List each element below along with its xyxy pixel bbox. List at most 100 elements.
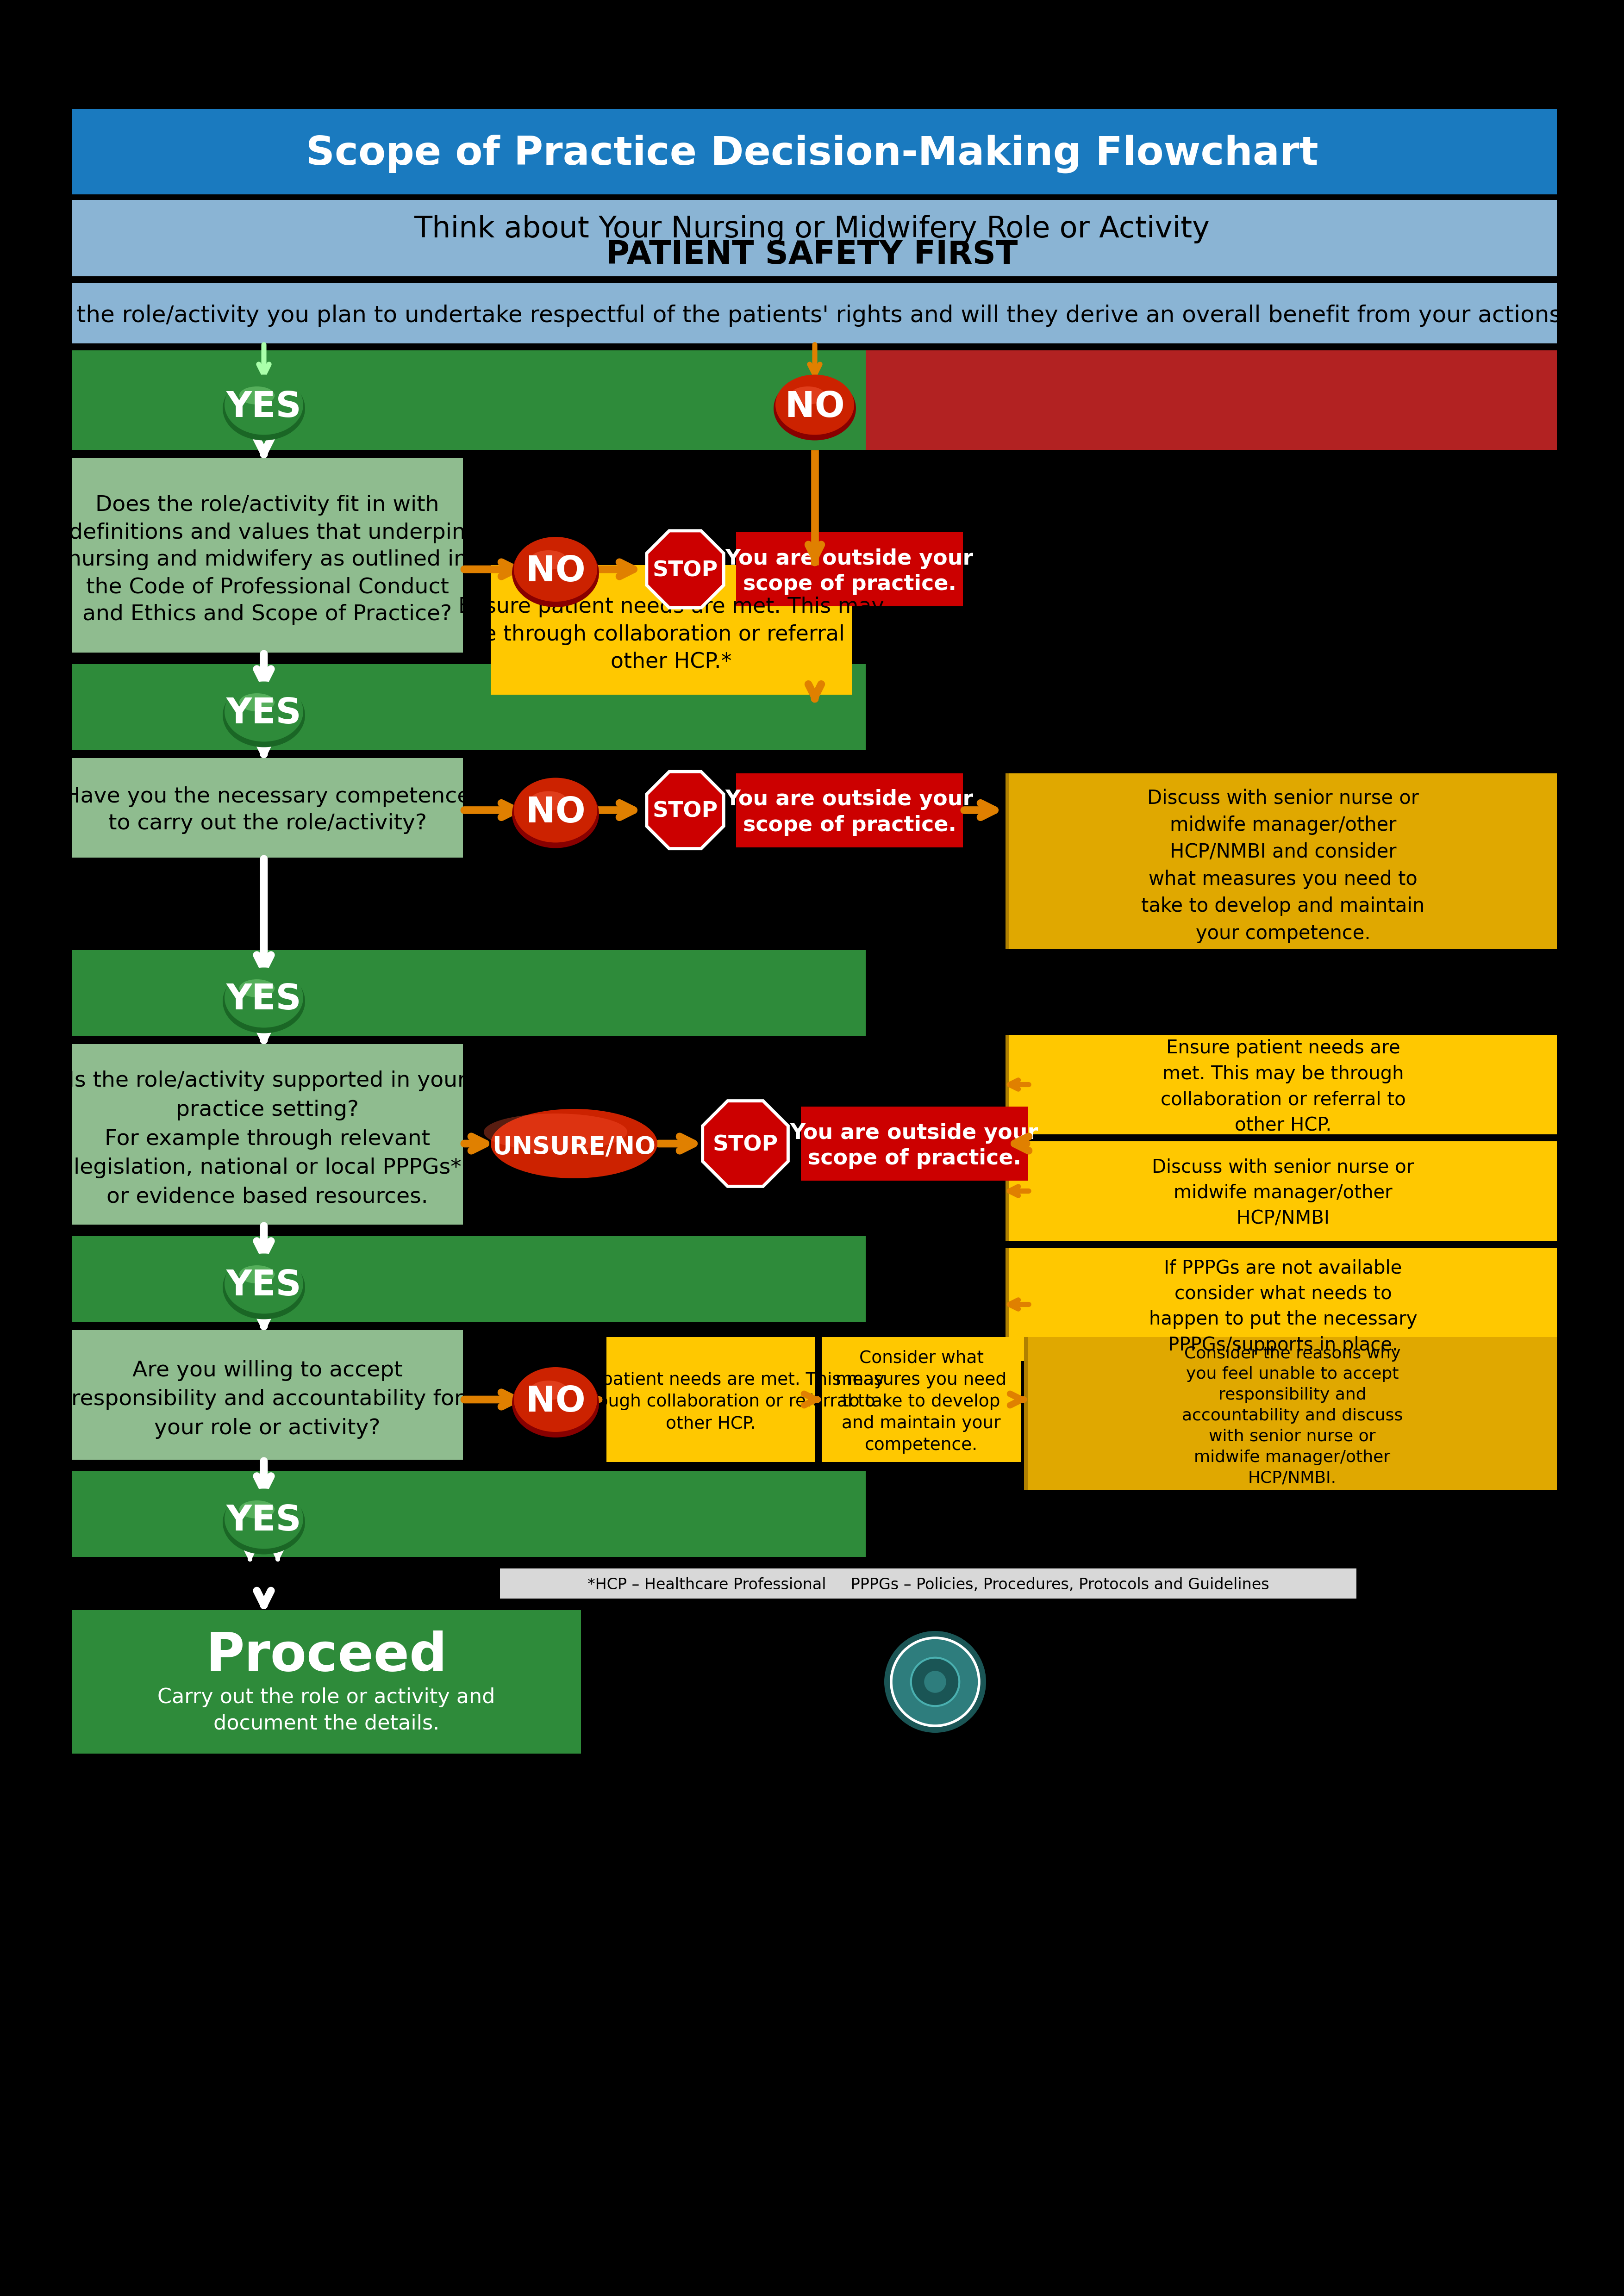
Text: STOP: STOP (713, 1134, 778, 1155)
Text: YES: YES (226, 1270, 302, 1304)
Bar (490, 565, 853, 696)
Circle shape (883, 1630, 986, 1733)
Bar (1009, 1247, 1557, 1362)
Ellipse shape (222, 684, 305, 746)
Ellipse shape (512, 1368, 599, 1437)
Ellipse shape (222, 1490, 305, 1554)
Bar (71, 664, 866, 751)
Ellipse shape (224, 1254, 304, 1313)
Ellipse shape (224, 967, 304, 1029)
Circle shape (924, 1671, 947, 1692)
Text: UNSURE/NO: UNSURE/NO (492, 1134, 656, 1159)
Bar (1005, 1141, 1009, 1240)
Text: YES: YES (226, 1504, 302, 1538)
Text: Are you willing to accept
responsibility and accountability for
your role or act: Are you willing to accept responsibility… (71, 1359, 463, 1440)
Bar (1009, 1141, 1557, 1240)
Text: NO: NO (526, 1384, 585, 1419)
Bar (1005, 774, 1009, 948)
Bar (71, 282, 1557, 344)
Text: YES: YES (226, 696, 302, 730)
Bar (1005, 1035, 1009, 1134)
Bar (801, 1107, 1028, 1180)
Bar (71, 108, 1557, 195)
Text: Discuss with senior nurse or
midwife manager/other
HCP/NMBI: Discuss with senior nurse or midwife man… (1151, 1159, 1415, 1228)
Ellipse shape (239, 693, 274, 712)
Text: PATIENT SAFETY FIRST: PATIENT SAFETY FIRST (606, 239, 1018, 271)
Ellipse shape (224, 1488, 304, 1550)
Text: Ensure patient needs are met. This may
be through collaboration or referral to
o: Ensure patient needs are met. This may b… (538, 1371, 885, 1433)
Ellipse shape (529, 1380, 567, 1401)
Bar (866, 351, 1557, 450)
Bar (71, 1235, 866, 1322)
Polygon shape (703, 1100, 788, 1187)
Ellipse shape (239, 1499, 274, 1518)
Polygon shape (646, 771, 724, 850)
Circle shape (892, 1637, 979, 1727)
Ellipse shape (513, 537, 598, 602)
Text: Nursing and Midwifery Board of Ireland: Nursing and Midwifery Board of Ireland (1018, 1704, 1395, 1722)
Ellipse shape (513, 1366, 598, 1433)
Bar (71, 459, 463, 652)
Ellipse shape (512, 781, 599, 847)
Circle shape (911, 1658, 960, 1706)
Bar (1025, 1336, 1028, 1490)
Text: NO: NO (526, 553, 585, 588)
Bar (71, 1472, 866, 1557)
Ellipse shape (490, 1109, 658, 1178)
Bar (71, 758, 463, 859)
Ellipse shape (222, 1256, 305, 1320)
Text: Have you the necessary competence
to carry out the role/activity?: Have you the necessary competence to car… (63, 785, 471, 833)
Text: You are outside your
scope of practice.: You are outside your scope of practice. (726, 549, 974, 595)
Text: NO: NO (526, 794, 585, 829)
Ellipse shape (224, 374, 304, 434)
Bar (71, 951, 866, 1035)
Ellipse shape (239, 1265, 274, 1283)
Text: STOP: STOP (653, 560, 718, 581)
Text: NO: NO (784, 390, 844, 425)
Bar (71, 1609, 581, 1754)
Text: *HCP – Healthcare Professional     PPPGs – Policies, Procedures, Protocols and G: *HCP – Healthcare Professional PPPGs – P… (588, 1577, 1268, 1593)
Bar (1028, 1336, 1557, 1490)
Ellipse shape (484, 1114, 627, 1150)
Ellipse shape (513, 778, 598, 843)
Text: Discuss with senior nurse or
midwife manager/other
HCP/NMBI and consider
what me: Discuss with senior nurse or midwife man… (1142, 788, 1424, 944)
Text: Is the role/activity you plan to undertake respectful of the patients' rights an: Is the role/activity you plan to underta… (50, 305, 1574, 326)
Ellipse shape (775, 374, 854, 434)
Text: Carry out the role or activity and
document the details.: Carry out the role or activity and docum… (158, 1688, 495, 1733)
Bar (1005, 1247, 1009, 1362)
Bar (71, 200, 1557, 276)
Bar (71, 1045, 463, 1224)
Ellipse shape (512, 540, 599, 606)
Ellipse shape (529, 551, 567, 569)
Bar (1009, 774, 1557, 948)
Ellipse shape (529, 792, 567, 810)
Ellipse shape (791, 386, 825, 404)
Bar (822, 1336, 1021, 1463)
Bar (606, 1336, 815, 1463)
Ellipse shape (239, 980, 274, 996)
Text: Consider what
measures you need
to take to develop
and maintain your
competence.: Consider what measures you need to take … (836, 1350, 1007, 1453)
Text: Bord Altranais agus: Bord Altranais agus (1018, 1644, 1246, 1667)
Bar (500, 1568, 1356, 1598)
Ellipse shape (222, 377, 305, 441)
Text: Is the role/activity supported in your
practice setting?
For example through rel: Is the role/activity supported in your p… (68, 1070, 466, 1208)
Text: You are outside your
scope of practice.: You are outside your scope of practice. (726, 790, 974, 836)
Bar (736, 533, 963, 606)
Polygon shape (703, 1100, 788, 1187)
Bar (71, 1329, 463, 1460)
Text: Does the role/activity fit in with
definitions and values that underpin
nursing : Does the role/activity fit in with defin… (67, 496, 468, 625)
Polygon shape (646, 530, 724, 608)
Text: You are outside your
scope of practice.: You are outside your scope of practice. (791, 1123, 1038, 1169)
Text: Think about Your Nursing or Midwifery Role or Activity: Think about Your Nursing or Midwifery Ro… (414, 214, 1210, 243)
Text: Ensure patient needs are
met. This may be through
collaboration or referral to
o: Ensure patient needs are met. This may b… (1161, 1040, 1406, 1134)
Text: STOP: STOP (653, 801, 718, 822)
Text: YES: YES (226, 390, 302, 425)
Polygon shape (646, 771, 724, 850)
Text: Proceed: Proceed (206, 1630, 447, 1681)
Ellipse shape (239, 386, 274, 404)
Bar (1009, 1035, 1557, 1134)
Text: YES: YES (226, 983, 302, 1017)
Text: Scope of Practice Decision-Making Flowchart: Scope of Practice Decision-Making Flowch… (305, 135, 1319, 172)
Ellipse shape (224, 682, 304, 742)
Text: Cnáimhseachais na hÉireann: Cnáimhseachais na hÉireann (1018, 1676, 1393, 1697)
